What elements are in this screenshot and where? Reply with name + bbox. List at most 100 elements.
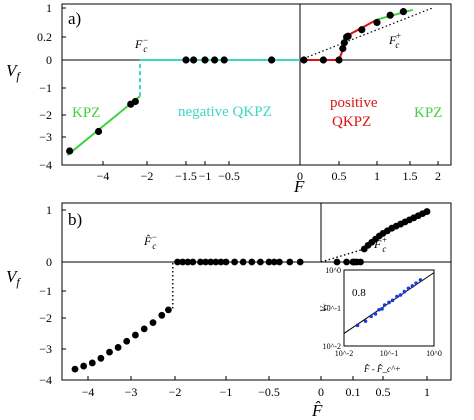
panel-a-point (319, 56, 327, 64)
panel-b-point (207, 258, 215, 266)
panel-b-point (217, 258, 225, 266)
panel-a-point (182, 56, 190, 64)
panel-a-points (66, 8, 407, 155)
panel-a-xtick-label: −2 (141, 169, 154, 183)
inset-point (369, 314, 373, 319)
panel-a-xtick-label: 2 (435, 169, 441, 183)
panel-b-point (270, 258, 278, 266)
panel-b-point (149, 319, 157, 327)
panel-b-xtick-label: 0.1 (346, 385, 361, 399)
inset-point (387, 300, 391, 305)
panel-b-point (97, 354, 105, 362)
inset-frame (343, 269, 435, 347)
panel-b-ticks: −4 −3 −2 −1 −0.5 0 0.1 0.5 1 1 0 −1 −2 −3 −4 (39, 203, 430, 399)
panel-b-point (202, 258, 210, 266)
region-negative-qkpz: negative QKPZ (178, 104, 272, 120)
panel-b-point (179, 258, 187, 266)
panel-b-point (222, 258, 230, 266)
panel-b-point (174, 258, 181, 266)
inset-xtick-label: 10^0 (426, 349, 442, 358)
panel-b-point (114, 344, 122, 351)
panel-b-point (333, 258, 341, 266)
panel-b-xtick-label: 1 (424, 385, 430, 399)
inset-ytick-label: 10^-1 (323, 304, 341, 313)
panel-b-point (189, 258, 197, 266)
panel-a-ytick-label: −3 (39, 130, 52, 144)
panel-a-ytick-label: −4 (39, 158, 52, 172)
panel-b-point (184, 258, 192, 266)
panel-b-point (158, 311, 166, 319)
panel-a-xtick-label: 0 (297, 169, 303, 183)
inset-point (398, 293, 403, 297)
inset-point (373, 312, 378, 316)
panel-b-xtick-label: −1 (220, 385, 233, 399)
panel-b-ytick-label: −2 (39, 311, 52, 325)
panel-b-xtick-label: 0 (318, 385, 324, 399)
panel-b-lines (62, 203, 451, 309)
panel-b-point (88, 359, 96, 367)
inset-xtick-label: 10^-2 (335, 349, 353, 358)
panel-b-point (106, 348, 113, 356)
inset-content: 10^-210^-2 10^-1 10^-1 10^0 10^0 (323, 266, 442, 358)
panel-b: −4 −3 −2 −1 −0.5 0 0.1 0.5 1 1 0 −1 −2 −3 −4 b) F̂− c F… (6, 202, 452, 420)
panel-a-point (131, 97, 139, 106)
inset-point (363, 319, 368, 323)
panel-b-label: b) (68, 210, 82, 229)
panel-a-point (268, 56, 276, 64)
panel-a-ytick-label: 0 (46, 53, 52, 67)
inset-point (402, 289, 407, 294)
panel-a-xtick-label: −4 (97, 169, 110, 183)
panel-b-ytick-label: 1 (46, 203, 52, 217)
panel-a-xlabel: F (293, 177, 305, 196)
panel-a-point (190, 56, 198, 64)
inset-exponent-label: 0.8 (352, 287, 366, 299)
panel-a-point (94, 127, 103, 136)
panel-b-point (265, 258, 273, 266)
panel-a-point (358, 26, 366, 34)
panel-a-xtick-label: −1 (199, 169, 212, 183)
inset-plot: 10^-210^-2 10^-1 10^-1 10^0 10^0 0.8 Vf F̂ -… (319, 266, 442, 374)
panel-b-point (296, 258, 304, 266)
panel-b-xtick-label: −0.5 (258, 385, 280, 399)
panel-a-lines (62, 4, 451, 165)
panel-a-point (339, 44, 347, 53)
inset-xlabel: F̂ - F̂_c^+ (363, 364, 401, 374)
panel-a-ticks: −4 −2 −1.5 −1 −0.5 0 0.5 1 1.5 210.20−1−2−3−4 (37, 1, 441, 183)
panel-b-point (165, 306, 172, 314)
inset-point (355, 323, 360, 328)
panel-b-point (423, 208, 431, 215)
panel-a-point (220, 56, 228, 64)
panel-a-xtick-label: −1.5 (175, 169, 197, 183)
inset-point (380, 307, 384, 311)
panel-a-point (386, 11, 394, 19)
panel-b-point (132, 331, 139, 339)
panel-a-line-7 (299, 7, 433, 61)
inset-point (406, 286, 411, 291)
panel-a-xtick-label: 1.5 (403, 169, 418, 183)
panel-b-points (71, 208, 431, 373)
panel-a-ylabel: Vf (6, 61, 21, 83)
panel-b-xtick-label: −3 (125, 385, 138, 399)
panel-a-ytick-label: 1 (46, 1, 52, 15)
panel-b-xlabel: F̂ (311, 401, 323, 420)
panel-b-xtick-label: −2 (169, 385, 182, 399)
panel-b-ytick-label: −1 (39, 284, 52, 298)
panel-a-ytick-label: −1 (39, 81, 52, 95)
panel-a-point (211, 56, 219, 64)
inset-point (395, 294, 399, 299)
panel-b-point (239, 258, 247, 266)
panel-b-ylabel: Vf (6, 267, 21, 289)
panel-b-point (80, 362, 88, 370)
inset-ylabel: Vf (319, 304, 331, 313)
panel-a-label: a) (68, 9, 81, 28)
region-positive-label-2: QKPZ (332, 114, 371, 130)
panel-b-point (123, 337, 131, 345)
panel-b-point (140, 325, 148, 333)
panel-b-point (343, 258, 350, 266)
panel-b-point (286, 258, 294, 266)
panel-a-line-6 (376, 8, 414, 21)
inset-point (377, 307, 381, 312)
panel-a-point (340, 39, 348, 47)
panel-a-xtick-label: 0.5 (332, 169, 347, 183)
